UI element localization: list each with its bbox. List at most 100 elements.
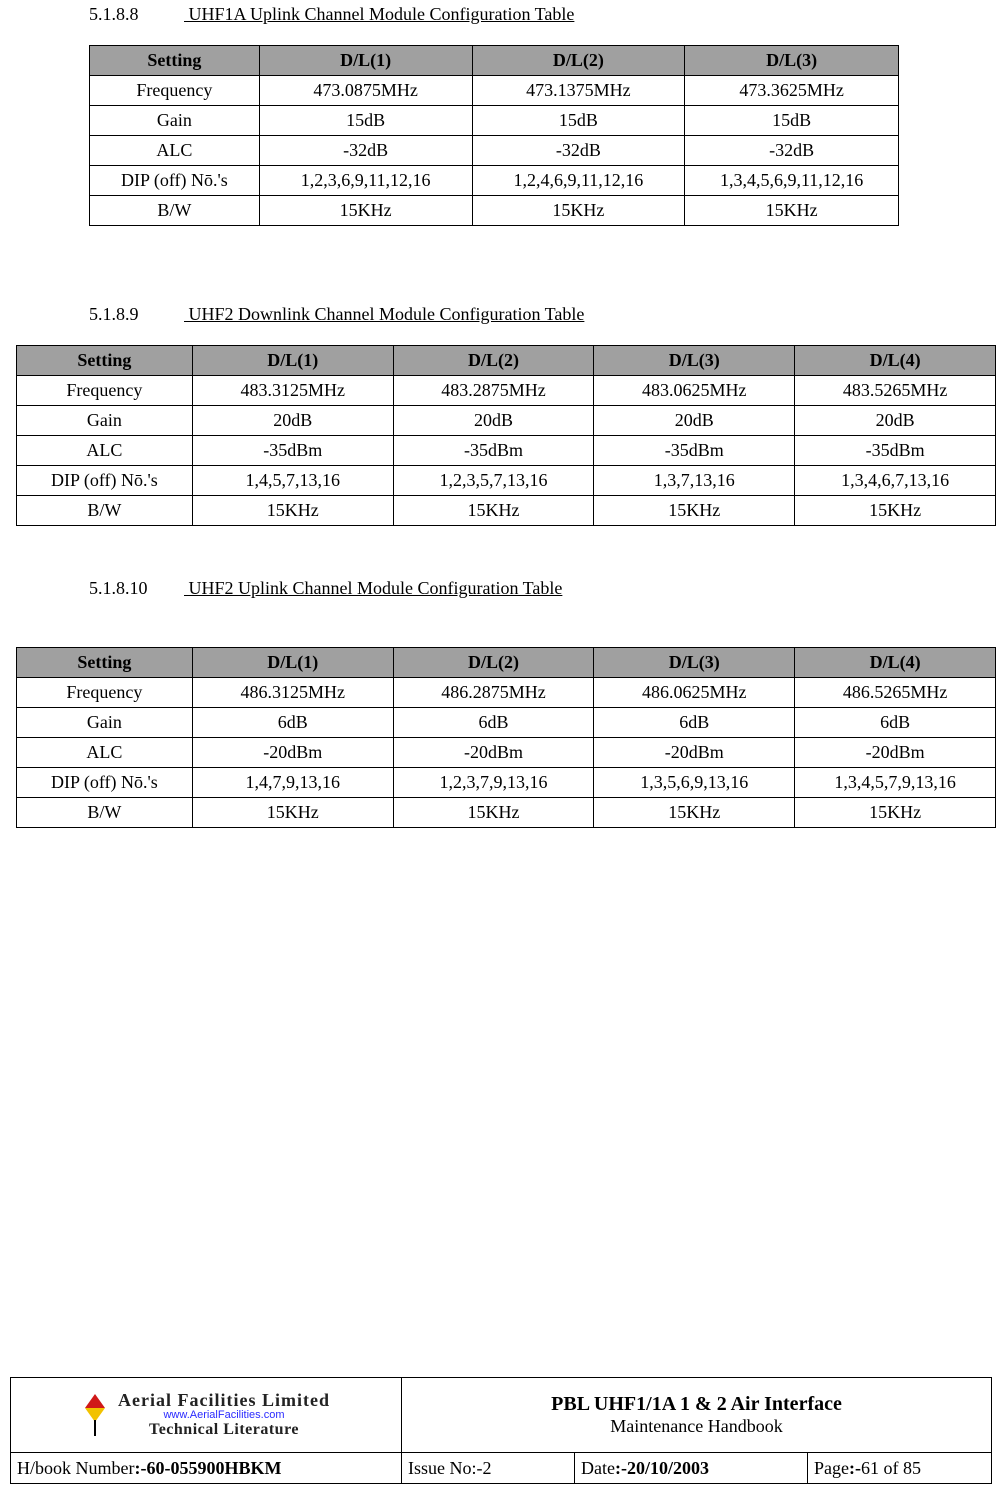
cell: 15KHz bbox=[192, 798, 393, 828]
cell: 1,2,4,6,9,11,12,16 bbox=[472, 166, 685, 196]
cell: -32dB bbox=[472, 136, 685, 166]
section-number: 5.1.8.8 bbox=[89, 4, 184, 25]
cell: 15KHz bbox=[393, 798, 594, 828]
col-header: D/L(2) bbox=[472, 46, 685, 76]
cell: 1,2,3,5,7,13,16 bbox=[393, 466, 594, 496]
cell: -35dBm bbox=[795, 436, 996, 466]
table-row: Frequency483.3125MHz483.2875MHz483.0625M… bbox=[17, 376, 996, 406]
issue-value: -2 bbox=[477, 1458, 492, 1478]
table-row: DIP (off) Nō.'s1,4,7,9,13,161,2,3,7,9,13… bbox=[17, 768, 996, 798]
footer-issue: Issue No:-2 bbox=[402, 1453, 575, 1484]
cell: 486.3125MHz bbox=[192, 678, 393, 708]
table-row: Frequency486.3125MHz486.2875MHz486.0625M… bbox=[17, 678, 996, 708]
col-header: D/L(2) bbox=[393, 346, 594, 376]
table-row: B/W15KHz15KHz15KHz bbox=[90, 196, 899, 226]
col-header: Setting bbox=[17, 648, 193, 678]
cell: 15dB bbox=[685, 106, 899, 136]
section-heading-5-1-8-9: 5.1.8.9 UHF2 Downlink Channel Module Con… bbox=[89, 304, 992, 325]
cell: 1,3,4,6,7,13,16 bbox=[795, 466, 996, 496]
col-header: D/L(4) bbox=[795, 648, 996, 678]
cell: 486.2875MHz bbox=[393, 678, 594, 708]
hbook-value: :-60-055900HBKM bbox=[134, 1458, 281, 1478]
section-number: 5.1.8.10 bbox=[89, 578, 184, 599]
footer-date: Date:-20/10/2003 bbox=[575, 1453, 808, 1484]
cell: 15KHz bbox=[594, 496, 795, 526]
date-label: Date bbox=[581, 1458, 615, 1478]
cell: -32dB bbox=[259, 136, 472, 166]
cell: Gain bbox=[17, 708, 193, 738]
cell: 15dB bbox=[472, 106, 685, 136]
cell: B/W bbox=[17, 496, 193, 526]
cell: -35dBm bbox=[393, 436, 594, 466]
table-row: ALC-35dBm-35dBm-35dBm-35dBm bbox=[17, 436, 996, 466]
page-value: :-61 of 85 bbox=[849, 1458, 921, 1478]
page-label: Page bbox=[814, 1458, 849, 1478]
cell: 6dB bbox=[393, 708, 594, 738]
cell: 20dB bbox=[594, 406, 795, 436]
section-title: UHF2 Uplink Channel Module Configuration… bbox=[189, 578, 563, 598]
section-heading-5-1-8-8: 5.1.8.8 UHF1A Uplink Channel Module Conf… bbox=[89, 4, 992, 25]
table-header-row: Setting D/L(1) D/L(2) D/L(3) D/L(4) bbox=[17, 648, 996, 678]
table-row: ALC-32dB-32dB-32dB bbox=[90, 136, 899, 166]
cell: 15KHz bbox=[795, 798, 996, 828]
cell: 1,3,4,5,6,9,11,12,16 bbox=[685, 166, 899, 196]
issue-label: Issue No: bbox=[408, 1458, 477, 1478]
cell: 20dB bbox=[192, 406, 393, 436]
cell: 1,3,5,6,9,13,16 bbox=[594, 768, 795, 798]
cell: 486.0625MHz bbox=[594, 678, 795, 708]
col-header: D/L(3) bbox=[594, 648, 795, 678]
cell: 1,4,7,9,13,16 bbox=[192, 768, 393, 798]
table-row: DIP (off) Nō.'s1,4,5,7,13,161,2,3,5,7,13… bbox=[17, 466, 996, 496]
table-row: DIP (off) Nō.'s1,2,3,6,9,11,12,161,2,4,6… bbox=[90, 166, 899, 196]
date-value: :-20/10/2003 bbox=[615, 1458, 709, 1478]
cell: 486.5265MHz bbox=[795, 678, 996, 708]
cell: 15KHz bbox=[685, 196, 899, 226]
cell: Gain bbox=[90, 106, 260, 136]
cell: DIP (off) Nō.'s bbox=[17, 768, 193, 798]
cell: -20dBm bbox=[594, 738, 795, 768]
table-uhf2-downlink: Setting D/L(1) D/L(2) D/L(3) D/L(4) Freq… bbox=[16, 345, 996, 526]
cell: 6dB bbox=[795, 708, 996, 738]
cell: ALC bbox=[90, 136, 260, 166]
table-row: Gain15dB15dB15dB bbox=[90, 106, 899, 136]
cell: 473.1375MHz bbox=[472, 76, 685, 106]
cell: ALC bbox=[17, 738, 193, 768]
table-row: Gain20dB20dB20dB20dB bbox=[17, 406, 996, 436]
cell: 1,3,7,13,16 bbox=[594, 466, 795, 496]
cell: 1,3,4,5,7,9,13,16 bbox=[795, 768, 996, 798]
cell: -35dBm bbox=[594, 436, 795, 466]
cell: B/W bbox=[17, 798, 193, 828]
doc-subtitle: Maintenance Handbook bbox=[408, 1416, 985, 1437]
logo-text: Aerial Facilities Limited www.AerialFaci… bbox=[118, 1391, 330, 1438]
cell: 15KHz bbox=[192, 496, 393, 526]
footer-table: Aerial Facilities Limited www.AerialFaci… bbox=[10, 1377, 992, 1484]
cell: -20dBm bbox=[795, 738, 996, 768]
col-header: D/L(3) bbox=[594, 346, 795, 376]
cell: 20dB bbox=[795, 406, 996, 436]
cell: 483.2875MHz bbox=[393, 376, 594, 406]
cell: 15dB bbox=[259, 106, 472, 136]
cell: DIP (off) Nō.'s bbox=[90, 166, 260, 196]
cell: 1,4,5,7,13,16 bbox=[192, 466, 393, 496]
footer-hbook: H/book Number:-60-055900HBKM bbox=[11, 1453, 402, 1484]
table-header-row: Setting D/L(1) D/L(2) D/L(3) bbox=[90, 46, 899, 76]
col-header: D/L(1) bbox=[259, 46, 472, 76]
cell: 483.3125MHz bbox=[192, 376, 393, 406]
cell: 483.5265MHz bbox=[795, 376, 996, 406]
antenna-icon bbox=[82, 1392, 108, 1438]
cell: 1,2,3,7,9,13,16 bbox=[393, 768, 594, 798]
cell: 473.3625MHz bbox=[685, 76, 899, 106]
table-header-row: Setting D/L(1) D/L(2) D/L(3) D/L(4) bbox=[17, 346, 996, 376]
section-number: 5.1.8.9 bbox=[89, 304, 184, 325]
page-content: 5.1.8.8 UHF1A Uplink Channel Module Conf… bbox=[10, 0, 992, 828]
section-title: UHF1A Uplink Channel Module Configuratio… bbox=[189, 4, 575, 24]
cell: 483.0625MHz bbox=[594, 376, 795, 406]
col-header: Setting bbox=[90, 46, 260, 76]
cell: 6dB bbox=[594, 708, 795, 738]
footer-page: Page:-61 of 85 bbox=[808, 1453, 992, 1484]
cell: 473.0875MHz bbox=[259, 76, 472, 106]
section-heading-5-1-8-10: 5.1.8.10 UHF2 Uplink Channel Module Conf… bbox=[89, 578, 992, 599]
cell: 20dB bbox=[393, 406, 594, 436]
logo-line1: Aerial Facilities Limited bbox=[118, 1391, 330, 1410]
table-row: B/W15KHz15KHz15KHz15KHz bbox=[17, 496, 996, 526]
